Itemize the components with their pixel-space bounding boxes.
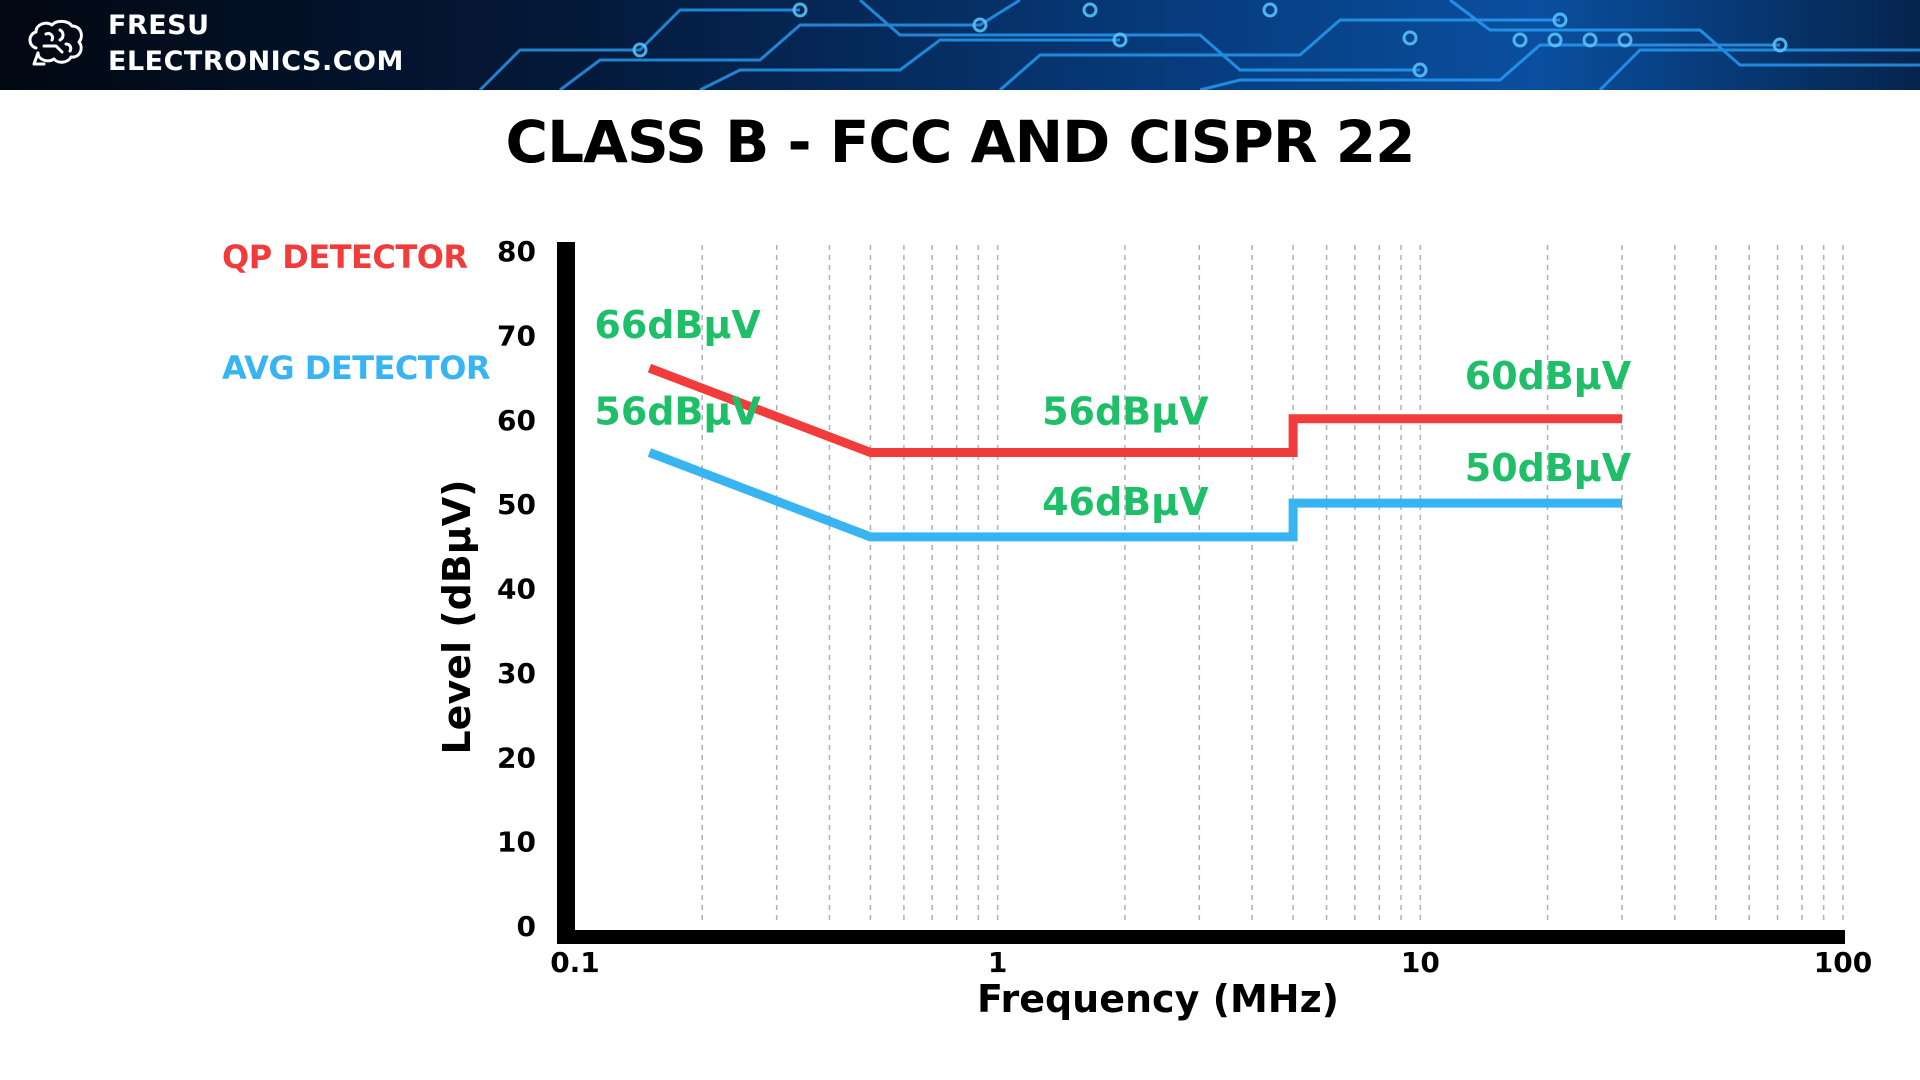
chart-title: CLASS B - FCC AND CISPR 22 [505,108,1416,176]
brand-name-line2: ELECTRONICS.COM [108,46,404,77]
x-tick-label: 0.1 [550,946,600,979]
header-banner: FRESU ELECTRONICS.COM [0,0,1920,90]
series-line-avg-detector [647,448,1622,542]
tick-labels: 0 10 20 30 40 50 60 70 80 0.1 1 10 100 Frequency (MHz… [435,235,1872,1021]
y-tick-label: 10 [497,826,536,859]
legend-avg-detector: AVG DETECTOR [222,349,491,387]
y-axis-label: Level (dBµV) [435,479,479,754]
y-tick-label: 80 [497,235,536,268]
brand-name-line1: FRESU [108,10,210,41]
legend-qp-detector: QP DETECTOR [222,238,468,276]
x-axis-label: Frequency (MHz) [977,977,1339,1021]
x-tick-label: 1 [988,946,1007,979]
grid-lines [701,245,1844,925]
y-tick-label: 50 [497,488,536,521]
data-label: 56dBµV [1042,390,1209,434]
x-tick-label: 100 [1814,946,1872,979]
brain-icon [28,19,83,66]
y-tick-label: 20 [497,741,536,774]
data-label: 56dBµV [594,390,761,434]
y-tick-label: 70 [497,319,536,352]
y-tick-label: 0 [517,910,536,943]
annotations: 66dBµV 56dBµV 56dBµV 46dBµV 60dBµV 50dBµV [594,303,1631,524]
y-tick-label: 30 [497,657,536,690]
data-label: 50dBµV [1465,446,1632,490]
data-label: 46dBµV [1042,480,1209,524]
data-label: 66dBµV [594,303,761,347]
y-tick-label: 60 [497,404,536,437]
data-label: 60dBµV [1465,354,1632,398]
series-layer [647,363,1622,542]
series-line-qp-detector [647,363,1622,457]
y-tick-label: 40 [497,573,536,606]
circuit-board-background [478,0,1920,90]
x-tick-label: 10 [1401,946,1440,979]
axes [557,242,1845,944]
